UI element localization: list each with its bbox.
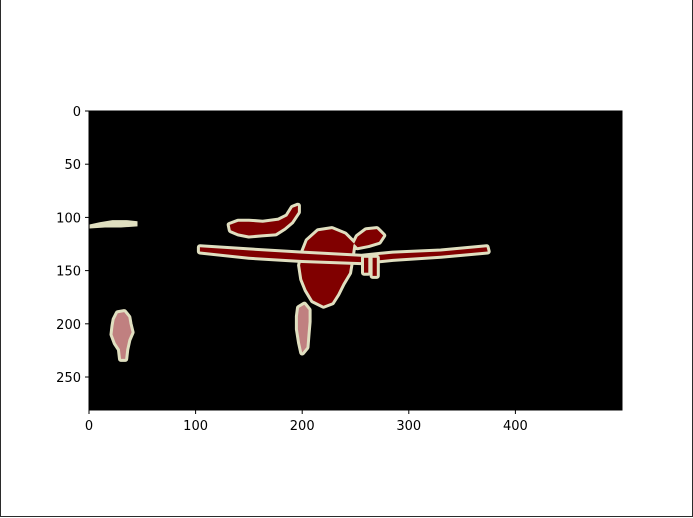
- aircraft-wing-strut-2-region: [372, 257, 377, 276]
- x-tick-label: 0: [85, 419, 93, 434]
- aircraft-body-region: [300, 229, 384, 306]
- y-tick-label: 200: [56, 318, 81, 333]
- x-tick-label: 300: [396, 419, 421, 434]
- plot-border: [88, 110, 623, 411]
- y-tick-label: 0: [73, 105, 81, 120]
- person-1-region: [112, 312, 132, 359]
- y-tick-label: 250: [56, 371, 81, 386]
- x-axis: 0 100 200 300 400: [85, 410, 528, 434]
- y-axis: 0 50 100 150 200 250: [56, 105, 89, 386]
- boundary-strip-region: [89, 220, 138, 229]
- x-tick-label: 100: [183, 419, 208, 434]
- mask-regions: [89, 202, 491, 362]
- x-tick-label: 200: [290, 419, 315, 434]
- x-tick-label: 400: [503, 419, 528, 434]
- aircraft-small-region: [229, 205, 298, 236]
- y-tick-label: 100: [56, 211, 81, 226]
- aircraft-wing-region: [199, 247, 488, 263]
- person-2-region: [297, 304, 309, 353]
- y-tick-label: 150: [56, 265, 81, 280]
- y-tick-label: 50: [64, 158, 81, 173]
- aircraft-wing-strut-1-region: [364, 257, 369, 273]
